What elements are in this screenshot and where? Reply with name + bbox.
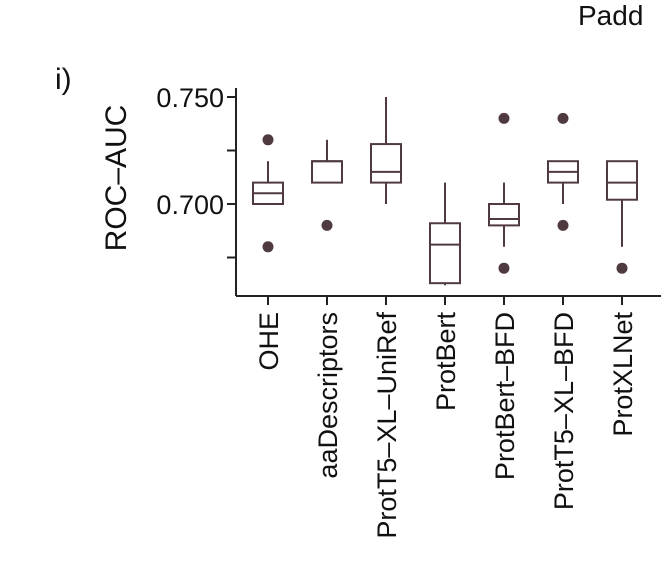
box-protxlnet <box>606 160 638 274</box>
box-iqr <box>370 143 402 184</box>
outlier-point <box>498 262 510 274</box>
outlier-point <box>321 219 333 231</box>
top-right-label: Padd <box>578 0 643 31</box>
box-prott5-xl-uniref <box>370 97 402 204</box>
y-tick-label: 0.750 <box>156 83 224 113</box>
box-ohe <box>252 134 284 253</box>
box-protbert-bfd <box>488 112 520 274</box>
box-iqr <box>429 222 461 285</box>
x-tick-label: ProtT5–XL–BFD <box>549 312 579 510</box>
box-iqr <box>488 203 520 227</box>
x-tick-label: aaDescriptors <box>313 312 343 479</box>
box-series <box>252 97 638 286</box>
outlier-point <box>557 219 569 231</box>
outlier-point <box>616 262 628 274</box>
box-prott5-xl-bfd <box>547 112 579 231</box>
y-axis-title: ROC–AUC <box>100 105 133 252</box>
x-tick-label: ProtBert–BFD <box>490 312 520 480</box>
box-iqr <box>606 160 638 201</box>
x-tick-label: ProtBert <box>431 312 461 412</box>
outlier-point <box>262 134 274 146</box>
x-axis-ticks: OHE aaDescriptors ProtT5–XL–UniRef ProtBert… <box>254 296 638 539</box>
panel-label: i) <box>55 63 72 96</box>
box-iqr <box>311 160 343 184</box>
outlier-point <box>262 241 274 253</box>
outlier-point <box>557 112 569 124</box>
box-aadescriptors <box>311 139 343 231</box>
box-protbert <box>429 182 461 286</box>
y-axis-ticks: 0.700 0.750 <box>156 83 236 259</box>
x-tick-label: ProtXLNet <box>608 312 638 437</box>
x-tick-label: OHE <box>254 312 284 371</box>
x-tick-label: ProtT5–XL–UniRef <box>372 312 402 539</box>
y-tick-label: 0.700 <box>156 190 224 220</box>
outlier-point <box>498 112 510 124</box>
